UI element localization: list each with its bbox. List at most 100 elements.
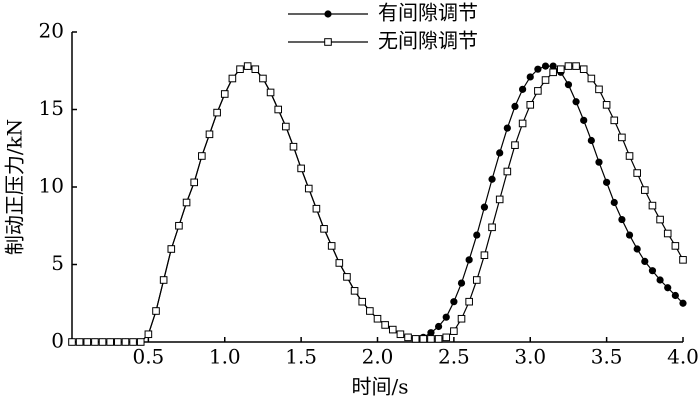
data-point [472,276,481,284]
data-point [587,136,595,145]
data-point [91,338,99,346]
data-point [411,335,420,343]
data-point [358,297,367,306]
data-point [602,101,611,109]
data-point [663,229,672,238]
data-point [610,198,618,207]
data-point [457,314,466,323]
x-tick-label: 1.0 [209,345,241,369]
data-point [495,195,504,204]
data-point [182,198,191,207]
data-point [343,273,351,281]
data-point [641,186,649,194]
data-point [450,327,458,335]
data-point [106,338,114,346]
data-point [304,184,313,193]
data-point [167,245,176,253]
data-point [388,325,397,334]
data-point [75,338,84,346]
data-point [503,124,511,132]
data-point [580,116,588,124]
data-point [373,314,382,323]
data-point [220,90,229,98]
series-line [72,65,684,343]
data-point [648,267,657,275]
data-point [633,245,641,253]
data-point [236,65,244,74]
data-point [679,299,687,307]
data-point [442,333,451,342]
data-point [152,307,160,315]
data-point [618,133,626,142]
data-point [434,335,443,343]
data-point [243,62,252,70]
data-point [480,203,489,211]
data-point [648,201,657,210]
data-point [564,62,573,70]
data-point [366,307,374,315]
x-tick-label: 3.5 [591,345,623,369]
data-point [381,321,389,329]
data-point [625,231,634,239]
data-point [435,322,443,331]
data-point [450,298,458,306]
data-point [121,338,130,346]
data-point [312,204,321,213]
data-point [656,276,664,284]
data-point [68,338,76,346]
data-point [511,102,519,110]
data-point [114,338,122,346]
legend-label: 有间隙调节 [378,1,478,25]
x-tick-label: 0.5 [132,345,164,369]
data-point [335,259,344,267]
data-point [557,65,565,74]
x-tick-label: 3.0 [514,345,546,369]
data-point [274,105,283,114]
legend-marker [324,38,332,46]
legend-marker [324,10,332,18]
data-point [289,142,298,151]
x-tick-label: 1.5 [285,345,317,369]
data-point [427,335,435,343]
data-point [259,74,267,83]
data-point [465,297,473,306]
data-point [572,62,580,70]
data-point [190,178,198,187]
data-point [519,85,527,93]
data-point [228,74,237,83]
data-point [496,149,504,157]
data-point [671,291,679,300]
legend-label: 无间隙调节 [378,29,478,53]
data-point [526,73,534,81]
data-point [327,242,336,250]
data-point [511,141,519,149]
data-point [534,65,542,73]
data-point [595,158,603,166]
y-tick-label: 15 [39,96,64,120]
data-point [595,85,603,94]
data-point [564,81,573,89]
y-axis-label: 制动正压力/kN [3,119,27,255]
data-point [579,65,588,74]
data-point [518,119,527,128]
data-point [282,122,290,131]
data-point [679,256,687,264]
data-point [664,284,672,292]
y-tick-label: 20 [39,19,64,43]
data-point [297,164,305,173]
series-line [72,65,684,343]
x-axis-label: 时间/s [351,375,408,399]
data-point [610,116,619,125]
data-point [465,256,473,264]
data-point [98,338,107,346]
data-point [587,74,596,83]
data-point [488,175,496,183]
data-point [457,279,466,287]
data-point [625,152,634,160]
data-point [175,221,183,230]
data-point [541,62,550,70]
data-point [320,225,328,233]
y-tick-label: 5 [51,251,64,275]
data-point [442,313,450,321]
